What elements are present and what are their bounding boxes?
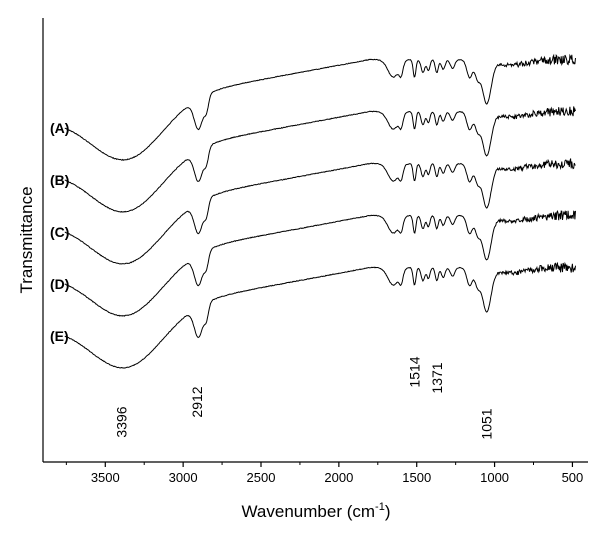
- x-tick-label: 2500: [247, 470, 276, 485]
- series-line: [64, 106, 576, 213]
- x-tick-label: 1500: [402, 470, 431, 485]
- series-labels: (A) (B) (C) (D) (E): [50, 120, 69, 344]
- x-axis-label-sup: -1: [375, 501, 385, 513]
- series-line: [64, 261, 576, 369]
- series-label: (C): [50, 224, 69, 240]
- x-ticks: 3500 3000 2500 2000 1500 1000 500: [65, 462, 584, 485]
- series-label: (A): [50, 120, 69, 136]
- x-axis-label: Wavenumber (cm-1): [242, 501, 391, 521]
- x-tick-label: 500: [562, 470, 584, 485]
- series-label: (D): [50, 276, 69, 292]
- series-label: (E): [50, 328, 69, 344]
- peak-annotation: 1514: [407, 356, 423, 387]
- x-tick-label: 3500: [91, 470, 120, 485]
- x-tick-label: 2000: [324, 470, 353, 485]
- series-label: (B): [50, 172, 69, 188]
- y-axis-label: Transmittance: [17, 186, 36, 293]
- plot-area: [42, 18, 588, 463]
- annotations: 3396 2912 1514 1371 1051: [114, 356, 495, 439]
- x-axis-label-close: ): [385, 502, 391, 521]
- peak-annotation: 2912: [189, 386, 205, 417]
- peak-annotation: 3396: [114, 406, 130, 437]
- series-line: [64, 158, 576, 265]
- series-group: [64, 53, 576, 369]
- x-tick-label: 1000: [480, 470, 509, 485]
- peak-annotation: 1371: [429, 362, 445, 393]
- peak-annotation: 1051: [479, 408, 495, 439]
- series-line: [64, 53, 576, 161]
- x-axis-label-main: Wavenumber (cm: [242, 502, 376, 521]
- series-line: [64, 209, 576, 317]
- x-tick-label: 3000: [169, 470, 198, 485]
